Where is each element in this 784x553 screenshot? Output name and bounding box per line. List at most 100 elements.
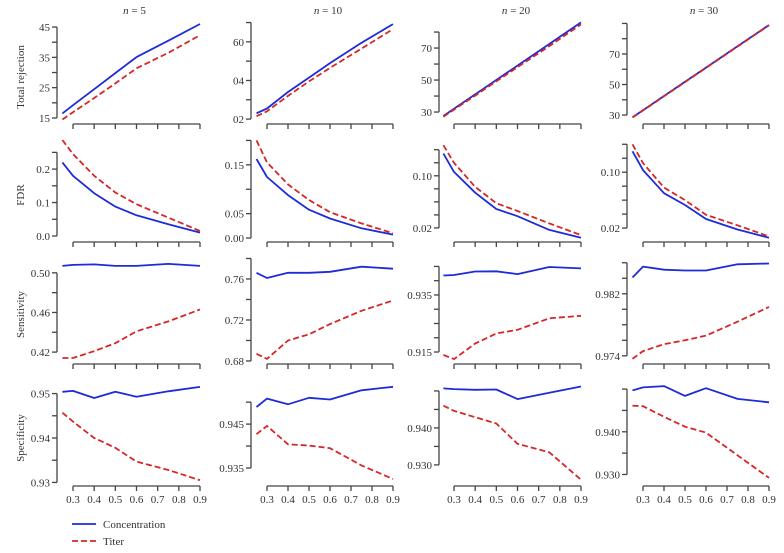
x-tick-label: 0.4 bbox=[281, 494, 295, 506]
panel: 30 50 70 bbox=[609, 22, 770, 129]
x-tick-label: 0.6 bbox=[511, 494, 525, 506]
series-line-concentration bbox=[62, 262, 201, 267]
series-line-concentration bbox=[443, 266, 582, 277]
series-line-concentration bbox=[443, 385, 582, 401]
series-line-titer bbox=[631, 143, 770, 238]
x-tick-label: 0.5 bbox=[489, 494, 503, 506]
y-tick-label: 04 bbox=[233, 75, 245, 87]
legend-label: Titer bbox=[103, 536, 124, 548]
panel: 0.42 0.46 0.50 bbox=[31, 262, 201, 369]
x-tick-label: 0.4 bbox=[468, 494, 482, 506]
panel: 0.02 0.10 bbox=[413, 144, 582, 247]
y-tick-label: 0.42 bbox=[31, 347, 50, 359]
y-tick-label: 0.00 bbox=[225, 233, 245, 245]
y-tick-label: 30 bbox=[421, 107, 433, 119]
series-line-concentration bbox=[256, 265, 394, 279]
x-tick-label: 0.3 bbox=[636, 494, 650, 506]
y-tick-label: 0.945 bbox=[219, 419, 244, 431]
series-line-titer bbox=[256, 299, 394, 360]
x-tick-label: 0.9 bbox=[574, 494, 588, 506]
x-tick-label: 0.5 bbox=[108, 494, 122, 506]
x-tick-label: 0.5 bbox=[678, 494, 692, 506]
y-tick-label: 02 bbox=[233, 114, 244, 126]
panel: 0.930 0.940 0.3 0.4 0.5 0.6 0.7 0.8 0.9 bbox=[407, 385, 588, 506]
panel: 0.0 0.1 0.2 bbox=[36, 139, 201, 247]
x-tick-label: 0.6 bbox=[323, 494, 337, 506]
series-line-titer bbox=[61, 34, 201, 121]
panel: 0.02 0.10 bbox=[601, 143, 770, 247]
series-line-concentration bbox=[442, 21, 582, 117]
row-label: Sensitivity bbox=[15, 290, 27, 338]
y-tick-label: 0.930 bbox=[407, 460, 432, 472]
series-line-titer bbox=[442, 23, 582, 118]
y-tick-label: 0.0 bbox=[36, 231, 50, 243]
x-tick-label: 0.4 bbox=[657, 494, 671, 506]
y-tick-label: 50 bbox=[421, 75, 433, 87]
panel: 0.93 0.94 0.95 0.3 0.4 0.5 0.6 0.7 0.8 0.9 bbox=[31, 386, 207, 506]
x-tick-label: 0.9 bbox=[762, 494, 776, 506]
panel: 02 04 60 bbox=[233, 21, 394, 129]
y-tick-label: 0.94 bbox=[31, 433, 51, 445]
y-tick-label: 0.93 bbox=[31, 477, 51, 489]
column-title: n = 20 bbox=[502, 5, 531, 17]
y-tick-label: 70 bbox=[421, 43, 433, 55]
series-line-titer bbox=[61, 139, 201, 232]
series-line-titer bbox=[443, 314, 582, 361]
y-tick-label: 0.95 bbox=[31, 389, 51, 401]
y-tick-label: 45 bbox=[39, 22, 51, 34]
x-tick-label: 0.7 bbox=[344, 494, 358, 506]
x-tick-label: 0.3 bbox=[66, 494, 80, 506]
series-line-titer bbox=[443, 404, 582, 481]
series-line-titer bbox=[632, 404, 770, 479]
y-tick-label: 30 bbox=[609, 110, 621, 122]
y-tick-label: 0.935 bbox=[219, 463, 244, 475]
series-line-titer bbox=[255, 140, 394, 235]
x-tick-label: 0.6 bbox=[130, 494, 144, 506]
panel: 0.68 0.72 0.76 bbox=[225, 257, 394, 369]
y-tick-label: 70 bbox=[609, 49, 621, 61]
column-title: n = 10 bbox=[314, 5, 343, 17]
panel: 0.915 0.935 bbox=[407, 265, 582, 369]
x-tick-label: 0.8 bbox=[172, 494, 186, 506]
series-line-concentration bbox=[631, 262, 770, 279]
y-tick-label: 60 bbox=[233, 37, 245, 49]
y-tick-label: 0.46 bbox=[31, 307, 51, 319]
series-line-titer bbox=[256, 28, 394, 118]
x-tick-label: 0.8 bbox=[553, 494, 567, 506]
legend-label: Concentration bbox=[103, 519, 166, 531]
x-tick-label: 0.9 bbox=[386, 494, 400, 506]
row-label: FDR bbox=[15, 184, 27, 206]
x-tick-label: 0.7 bbox=[532, 494, 546, 506]
y-tick-label: 0.940 bbox=[595, 427, 620, 439]
y-tick-label: 0.940 bbox=[407, 423, 432, 435]
y-tick-label: 0.02 bbox=[413, 223, 432, 235]
y-tick-label: 0.974 bbox=[595, 351, 620, 363]
y-tick-label: 0.68 bbox=[225, 356, 245, 368]
panel: 0.974 0.982 bbox=[595, 262, 770, 369]
x-tick-label: 0.5 bbox=[302, 494, 316, 506]
panel: 15 25 35 45 bbox=[39, 22, 201, 129]
x-tick-label: 0.9 bbox=[193, 494, 207, 506]
panel: 0.00 0.05 0.15 bbox=[225, 139, 394, 247]
y-tick-label: 0.05 bbox=[225, 209, 245, 221]
column-title: n = 5 bbox=[123, 5, 146, 17]
y-tick-label: 0.982 bbox=[595, 289, 620, 301]
legend: Concentration Titer bbox=[72, 519, 166, 548]
x-tick-label: 0.8 bbox=[365, 494, 379, 506]
y-tick-label: 0.76 bbox=[225, 274, 245, 286]
series-line-titer bbox=[255, 424, 394, 480]
y-tick-label: 0.50 bbox=[31, 268, 51, 280]
panel: 0.935 0.945 0.3 0.4 0.5 0.6 0.7 0.8 0.9 bbox=[219, 385, 400, 506]
y-tick-label: 0.935 bbox=[407, 290, 432, 302]
y-tick-label: 0.02 bbox=[601, 223, 620, 235]
y-tick-label: 0.10 bbox=[413, 171, 433, 183]
y-tick-label: 0.930 bbox=[595, 469, 620, 481]
panel: 30 50 70 bbox=[421, 21, 582, 129]
y-tick-label: 15 bbox=[39, 113, 51, 125]
series-line-concentration bbox=[256, 23, 394, 115]
x-tick-label: 0.3 bbox=[447, 494, 461, 506]
y-tick-label: 0.15 bbox=[225, 160, 245, 172]
y-tick-label: 0.10 bbox=[601, 167, 621, 179]
series-line-concentration bbox=[255, 158, 394, 236]
